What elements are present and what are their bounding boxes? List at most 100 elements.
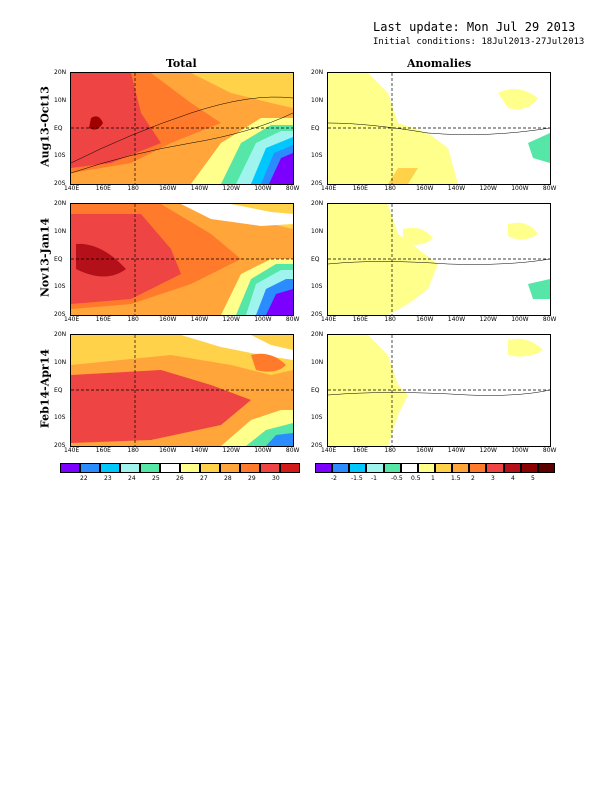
lon-tick-label: 140W [190,316,209,323]
lon-tick-label: 80W [542,316,557,323]
lat-tick-label: 20S [54,180,66,187]
lon-tick-label: 120W [222,447,240,454]
color-scale-swatch [260,463,280,473]
color-scale-label: 29 [248,475,256,482]
color-scale-label: -0.5 [391,475,403,482]
color-scale-swatch [160,463,180,473]
color-scale-swatch [435,463,453,473]
color-scale-swatch [520,463,538,473]
lon-tick-label: 120W [222,316,240,323]
color-scale-label: 1 [431,475,435,482]
lat-tick-label: 20S [311,442,323,449]
color-scale-swatch [486,463,504,473]
last-update-text: Last update: Mon Jul 29 2013 [373,20,576,34]
color-scale-swatch [417,463,435,473]
color-scale-swatch [452,463,470,473]
lon-tick-label: 180 [384,185,396,192]
lat-tick-label: 10N [54,96,67,104]
lon-tick-label: 160W [416,185,434,192]
lat-tick-label: 20S [54,442,66,449]
color-scale-label: 26 [176,475,184,482]
lon-tick-label: 140E [321,447,337,454]
color-scale-label: 5 [531,475,535,482]
anomaly-color-scale [315,463,555,473]
color-scale-label: -2 [331,475,337,482]
color-scale-label: -1 [371,475,377,482]
lon-tick-label: 120W [479,316,497,323]
color-scale-swatch [366,463,384,473]
color-scale-swatch [80,463,100,473]
lon-tick-label: 140W [447,316,466,323]
color-scale-swatch [315,463,333,473]
lat-tick-label: EQ [311,124,320,132]
lat-tick-label: 10N [311,96,324,104]
lat-tick-label: EQ [54,386,63,394]
lon-tick-label: 100W [254,185,272,192]
row-label-aug-oct: Aug13-Oct13 [38,86,52,167]
lon-tick-label: 160E [95,447,111,454]
lon-tick-label: 140E [64,447,80,454]
color-scale-swatch [349,463,367,473]
lon-tick-label: 160W [416,447,434,454]
color-scale-swatch [280,463,300,473]
lon-tick-label: 180 [127,185,139,192]
lon-tick-label: 140E [64,316,80,323]
lat-tick-label: 20S [311,311,323,318]
lat-tick-label: 20N [54,200,67,207]
color-scale-label: 25 [152,475,160,482]
total-column-title: Total [166,57,197,70]
color-scale-label: -1.5 [351,475,363,482]
lon-tick-label: 80W [285,316,300,323]
lat-tick-label: EQ [54,255,63,263]
color-scale-label: 24 [128,475,136,482]
lon-tick-label: 100W [511,316,529,323]
color-scale-swatch [400,463,418,473]
color-scale-swatch [180,463,200,473]
color-scale-swatch [120,463,140,473]
color-scale-swatch [100,463,120,473]
lon-tick-label: 160E [95,316,111,323]
lon-tick-label: 80W [542,447,557,454]
color-scale-label: 30 [272,475,280,482]
color-scale-label: 2 [471,475,475,482]
lon-tick-label: 180 [127,447,139,454]
row-label-feb-apr: Feb14-Apr14 [38,348,52,429]
lon-tick-label: 140W [447,185,466,192]
lon-tick-label: 180 [127,316,139,323]
lon-tick-label: 80W [285,185,300,192]
color-scale-label: 22 [80,475,88,482]
lon-tick-label: 120W [222,185,240,192]
total-map-aug-oct [70,72,294,185]
lat-tick-label: 10S [311,152,323,160]
lon-tick-label: 100W [254,447,272,454]
color-scale-label: 23 [104,475,112,482]
lon-tick-label: 140W [190,185,209,192]
color-scale-swatch [537,463,555,473]
lat-tick-label: EQ [311,255,320,263]
lon-tick-label: 100W [511,447,529,454]
lat-tick-label: 10S [311,414,323,422]
total-map-nov-jan [70,203,294,316]
total-color-scale [60,463,300,473]
color-scale-label: 1.5 [451,475,461,482]
color-scale-swatch [140,463,160,473]
color-scale-swatch [240,463,260,473]
color-scale-swatch [220,463,240,473]
lon-tick-label: 140W [190,447,209,454]
lon-tick-label: 160E [352,447,368,454]
lat-tick-label: 20S [311,180,323,187]
lat-tick-label: 20N [54,331,67,338]
lon-tick-label: 180 [384,447,396,454]
initial-conditions-text: Initial conditions: 18Jul2013-27Jul2013 [373,37,585,47]
total-map-feb-apr [70,334,294,447]
lon-tick-label: 140E [321,185,337,192]
row-label-nov-jan: Nov13-Jan14 [38,217,52,298]
anomaly-map-aug-oct [327,72,551,185]
color-scale-label: 4 [511,475,515,482]
lon-tick-label: 140W [447,447,466,454]
lat-tick-label: 10N [311,358,324,366]
lon-tick-label: 100W [511,185,529,192]
lon-tick-label: 160W [159,316,177,323]
lon-tick-label: 160E [352,185,368,192]
lon-tick-label: 160W [159,447,177,454]
